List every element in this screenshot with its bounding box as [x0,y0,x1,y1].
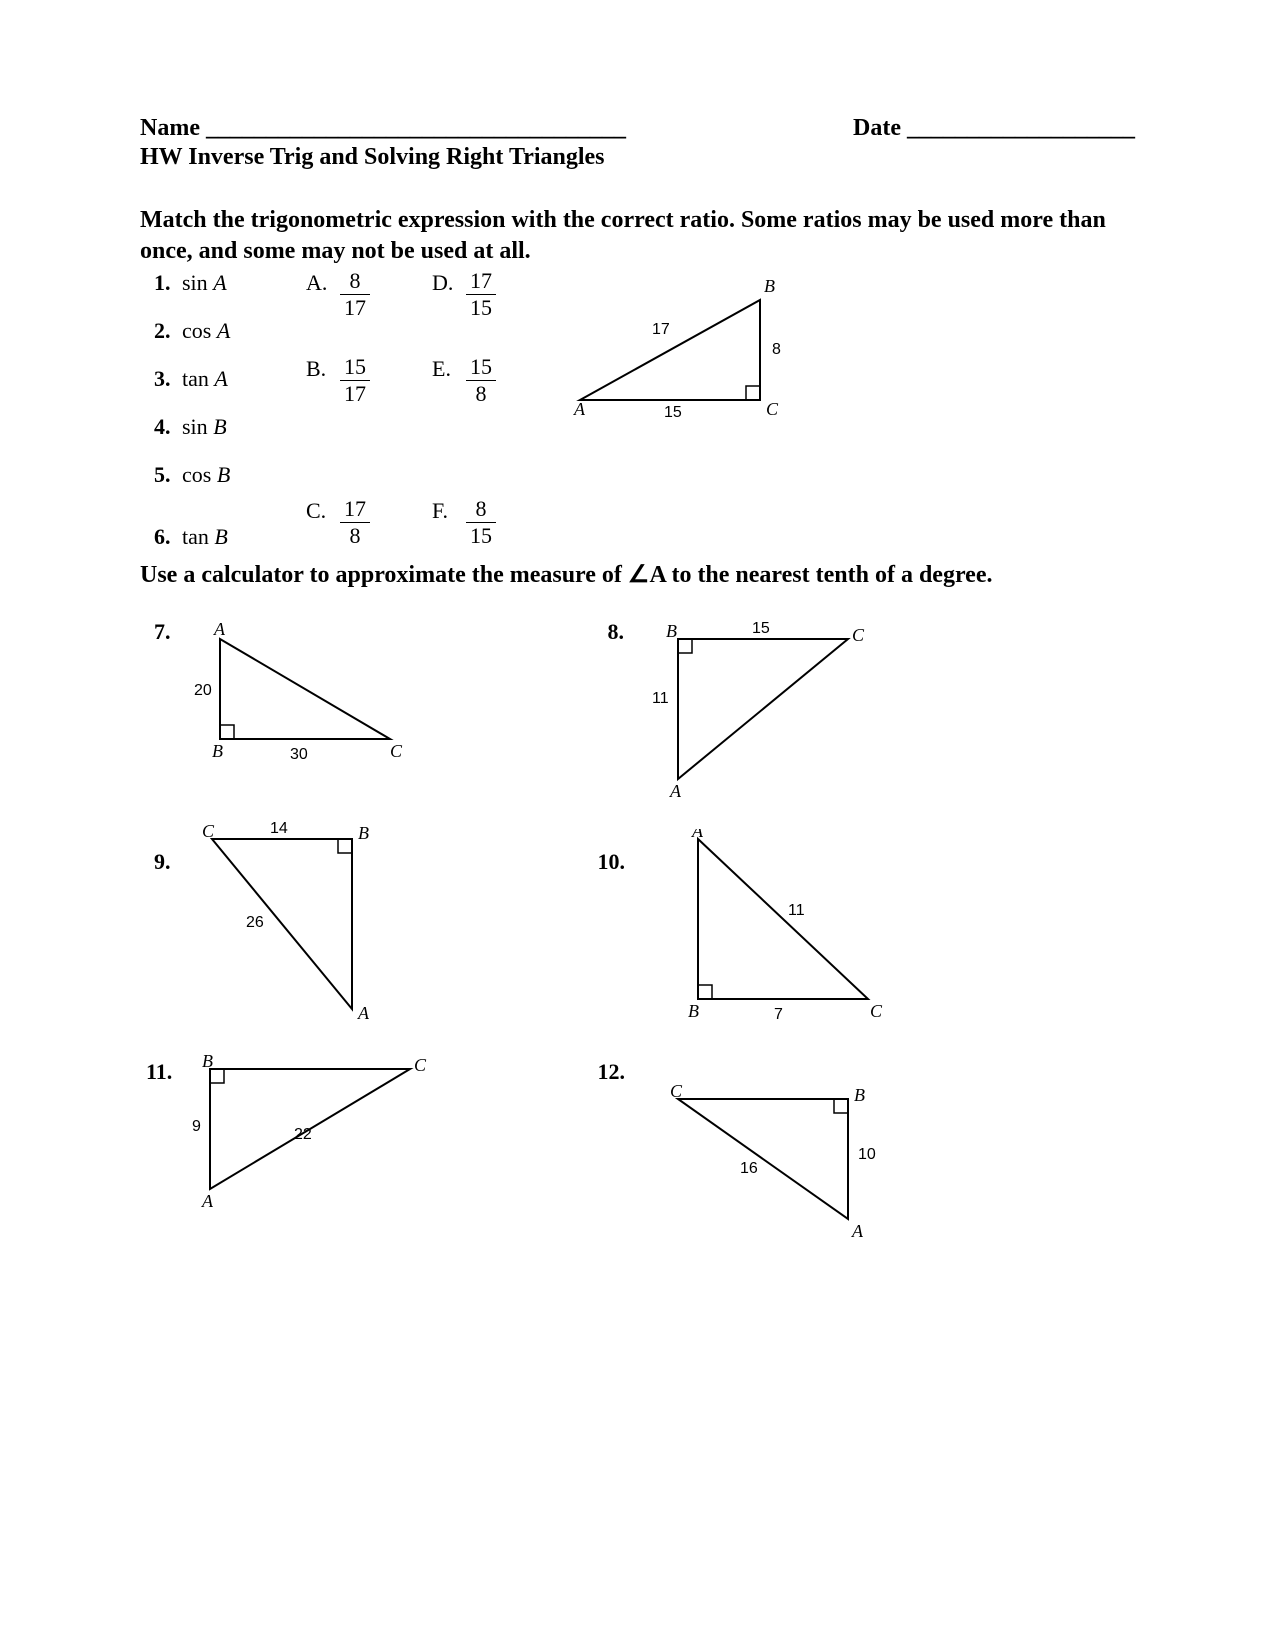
svg-text:C: C [670,1081,683,1101]
subtitle: HW Inverse Trig and Solving Right Triang… [140,144,1135,171]
svg-text:C: C [414,1055,427,1075]
svg-text:B: B [764,276,775,296]
triangle-11: B C A 9 22 [190,1049,450,1229]
triangle-8: A B C 15 11 [648,619,888,809]
svg-text:B: B [666,621,677,641]
date-field: Date ___________________ [853,115,1135,142]
svg-text:A: A [213,619,226,639]
svg-text:A: A [573,399,586,419]
svg-text:A: A [851,1221,864,1241]
problem-11: 11. B C A 9 22 [140,1049,638,1259]
opt-c: C.178 [306,498,370,547]
question-column: 1.sin A 2.cos A 3.tan A 4.sin B 5.cos B … [154,270,230,572]
problem-9: 9. C B A 14 26 [140,819,638,1049]
triangle-7: A B C 20 30 [190,619,430,789]
svg-text:C: C [390,741,403,761]
svg-text:B: B [212,741,223,761]
svg-text:A: A [357,1003,370,1023]
q2: 2.cos A [154,318,230,366]
svg-text:8: 8 [772,341,781,358]
svg-text:A: A [691,829,704,841]
svg-text:C: C [852,625,865,645]
svg-text:B: B [202,1051,213,1071]
problem-7: 7. A B C 20 30 [140,619,638,819]
svg-text:26: 26 [246,914,264,931]
opt-b: B.1517 [306,356,370,405]
svg-text:17: 17 [652,321,670,338]
section1-instruction: Match the trigonometric expression with … [140,205,1135,266]
problem-12: 12. C B A 16 10 [638,1049,1136,1259]
opt-e: E.158 [432,356,496,405]
triangle-12: C B A 16 10 [668,1079,898,1249]
q4: 4.sin B [154,414,230,462]
header-row: Name ___________________________________… [140,115,1135,142]
svg-text:16: 16 [740,1160,758,1177]
worksheet-page: Name ___________________________________… [0,0,1275,1651]
svg-text:C: C [202,821,215,841]
q5: 5.cos B [154,462,230,510]
section1: 1.sin A 2.cos A 3.tan A 4.sin B 5.cos B … [140,270,1135,560]
svg-text:C: C [870,1001,883,1021]
problem-10: 10. A B C 11 7 [638,819,1136,1049]
svg-text:9: 9 [192,1118,201,1135]
q3: 3.tan A [154,366,230,414]
q6: 6.tan B [154,524,230,572]
svg-text:7: 7 [774,1006,783,1023]
svg-text:22: 22 [294,1126,312,1143]
svg-text:B: B [854,1085,865,1105]
svg-text:B: B [358,823,369,843]
svg-text:10: 10 [858,1146,876,1163]
svg-text:B: B [688,1001,699,1021]
svg-text:A: A [669,781,682,801]
opt-a: A.817 [306,270,370,319]
section2-instruction: Use a calculator to approximate the meas… [140,560,1135,591]
name-field: Name ___________________________________ [140,115,626,142]
opt-d: D.1715 [432,270,496,319]
reference-triangle: A B C 17 8 15 [570,270,800,420]
triangle-10: A B C 11 7 [678,829,898,1029]
svg-text:15: 15 [664,404,682,420]
svg-text:30: 30 [290,746,308,763]
svg-text:14: 14 [270,820,288,837]
section2-grid: 7. A B C 20 30 8. A B C 15 11 [140,619,1135,1259]
triangle-9: C B A 14 26 [202,819,422,1029]
svg-text:20: 20 [194,682,212,699]
opt-f: F.815 [432,498,496,547]
svg-text:C: C [766,399,779,419]
q1: 1.sin A [154,270,230,318]
problem-8: 8. A B C 15 11 [638,619,1136,819]
svg-text:A: A [201,1191,214,1211]
svg-text:11: 11 [788,902,805,919]
svg-text:15: 15 [752,620,770,637]
svg-text:11: 11 [652,690,669,707]
